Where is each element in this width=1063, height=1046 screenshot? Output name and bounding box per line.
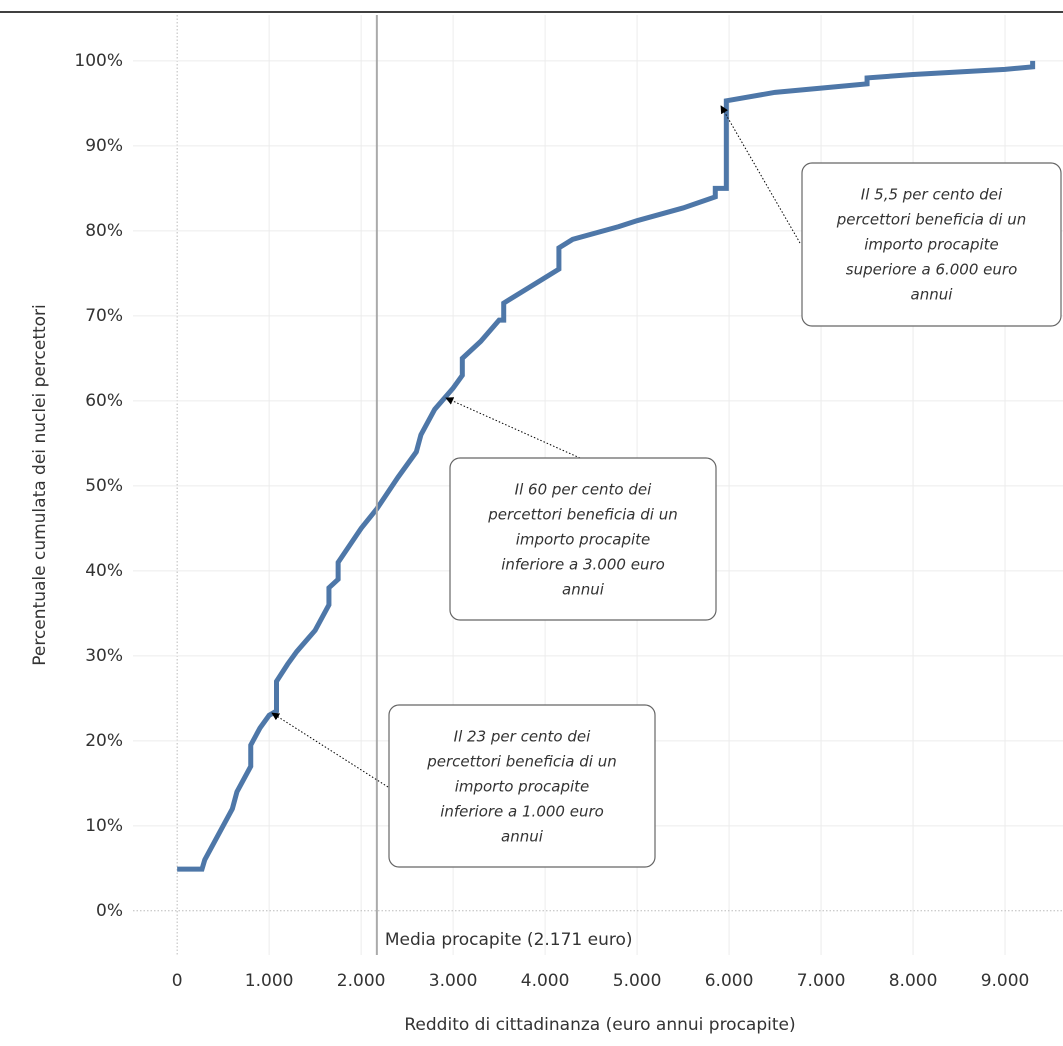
x-tick-label: 1.000: [245, 971, 294, 991]
annotation-box: [388, 704, 656, 868]
annotation-text: inferiore a 3.000 euro: [501, 556, 665, 574]
x-tick-label: 3.000: [429, 971, 478, 991]
y-tick-label: 100%: [74, 51, 123, 71]
y-tick-label: 60%: [85, 391, 123, 411]
y-tick-label: 70%: [85, 306, 123, 326]
y-tick-label: 20%: [85, 731, 123, 751]
annotation-arrows: [271, 105, 801, 788]
reference-label: Media procapite (2.171 euro): [385, 930, 633, 950]
y-axis-title: Percentuale cumulata dei nuclei percetto…: [30, 304, 50, 666]
x-tick-label: 7.000: [797, 971, 846, 991]
arrow: [720, 105, 801, 244]
annotation-text: annui: [911, 286, 954, 304]
annotation-text: percettori beneficia di un: [836, 211, 1026, 229]
arrow: [271, 712, 389, 788]
y-tick-label: 50%: [85, 476, 123, 496]
data-line: [177, 60, 1036, 872]
annotation-text: superiore a 6.000 euro: [846, 261, 1018, 279]
annotation-text: Il 23 per cento dei: [454, 728, 591, 746]
annotation-text: importo procapite: [864, 236, 999, 254]
annotation-text: importo procapite: [455, 778, 590, 796]
annotation-text: percettori beneficia di un: [487, 506, 677, 524]
y-tick-label: 40%: [85, 561, 123, 581]
x-tick-label: 4.000: [521, 971, 570, 991]
annotation-text: Il 60 per cento dei: [515, 481, 652, 499]
x-tick-label: 2.000: [337, 971, 386, 991]
y-tick-label: 80%: [85, 221, 123, 241]
labels: 0 1.000 2.000 3.000 4.000 5.000 6.000 7.000 8.00…: [74, 51, 1029, 991]
x-tick-label: 5.000: [613, 971, 662, 991]
annotation-box: [449, 457, 717, 621]
x-tick-label: 0: [172, 971, 183, 991]
annotation-box: [801, 162, 1062, 327]
annotation-text: Il 5,5 per cento dei: [861, 186, 1003, 204]
x-tick-label: 9.000: [981, 971, 1030, 991]
x-tick-label: 8.000: [889, 971, 938, 991]
y-tick-label: 10%: [85, 816, 123, 836]
x-tick-label: 6.000: [705, 971, 754, 991]
annotation-text: inferiore a 1.000 euro: [440, 803, 604, 821]
annotation-text: percettori beneficia di un: [426, 753, 616, 771]
annotation-text: annui: [562, 581, 605, 599]
y-tick-label: 0%: [96, 901, 123, 921]
annotation-text: importo procapite: [516, 531, 651, 549]
marks: [177, 15, 1036, 955]
annotation-text: annui: [501, 828, 544, 846]
arrow: [445, 397, 581, 459]
y-tick-label: 90%: [85, 136, 123, 156]
y-tick-label: 30%: [85, 646, 123, 666]
x-axis-title: Reddito di cittadinanza (euro annui proc…: [404, 1015, 795, 1035]
annotations: Il 23 per cento dei percettori beneficia …: [388, 162, 1062, 868]
